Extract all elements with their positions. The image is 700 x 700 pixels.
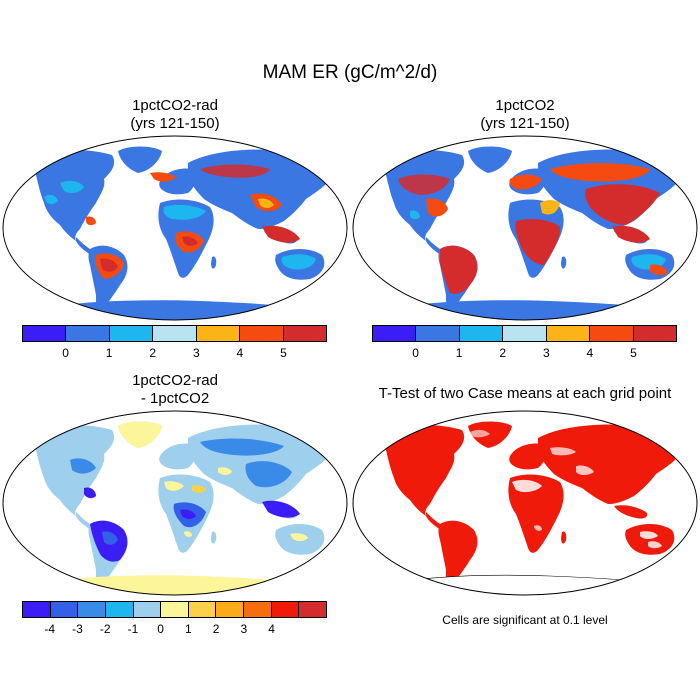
colorbar-abs-full-tick-label: 4	[586, 346, 594, 360]
colorbar-abs-full-swatch	[459, 326, 504, 341]
colorbar-abs-rad-swatch	[109, 326, 154, 341]
colorbar-abs-full-swatch	[373, 326, 417, 341]
panel-title-rad-line2: (yrs 121-150)	[130, 115, 220, 132]
figure-title: MAM ER (gC/m^2/d)	[262, 62, 438, 83]
colorbar-abs-rad-swatch	[23, 326, 67, 341]
panel-title-ttest-line1: T-Test of two Case means at each grid po…	[378, 385, 672, 402]
colorbar-abs-full-tick-label: 5	[630, 346, 637, 360]
map-1pctco2	[352, 135, 698, 321]
colorbar-abs-rad-tick-label: 2	[149, 346, 157, 360]
colorbar-diff-swatch	[299, 602, 327, 617]
colorbar-diff-swatch	[23, 602, 51, 617]
panel-title-rad-line1: 1pctCO2-rad	[132, 97, 218, 114]
colorbar-diff-tick-label: 3	[240, 622, 248, 636]
colorbar-abs-full-swatch	[546, 326, 591, 341]
panel-title-rad: 1pctCO2-rad (yrs 121-150)	[25, 97, 325, 133]
colorbar-diff-tick-label: -3	[72, 622, 83, 636]
panel-title-diff-line2: - 1pctCO2	[140, 390, 210, 407]
panel-title-diff: 1pctCO2-rad - 1pctCO2	[25, 372, 325, 408]
colorbar-diff	[22, 601, 327, 618]
colorbar-abs-full-tick-label: 3	[542, 346, 550, 360]
colorbar-abs-rad-tick-label: 4	[236, 346, 244, 360]
colorbar-abs-rad-swatch	[153, 326, 197, 341]
colorbar-diff-tick-label: -2	[99, 622, 111, 636]
colorbar-abs-full-tick-label: 0	[412, 346, 419, 360]
colorbar-abs-rad	[22, 325, 327, 342]
colorbar-abs-full-swatch	[416, 326, 460, 341]
colorbar-abs-rad-tick-label: 5	[280, 346, 287, 360]
colorbar-diff-swatch	[105, 602, 134, 617]
colorbar-abs-full-tick-label: 2	[499, 346, 507, 360]
colorbar-abs-rad-tick-label: 0	[62, 346, 69, 360]
map-ttest	[352, 410, 698, 596]
colorbar-diff-tick-label: 1	[185, 622, 192, 636]
colorbar-diff-ticks: -4 -3 -2 -1 0 1 2 3 4	[22, 622, 327, 638]
colorbar-diff-tick-label: 4	[268, 622, 275, 636]
colorbar-abs-full-tick-label: 1	[455, 346, 463, 360]
colorbar-diff-swatch	[188, 602, 217, 617]
colorbar-diff-swatch	[50, 602, 79, 617]
colorbar-diff-tick-label: 2	[212, 622, 220, 636]
map-difference	[2, 410, 348, 596]
colorbar-abs-full-swatch	[590, 326, 634, 341]
colorbar-abs-rad-swatch	[283, 326, 326, 341]
colorbar-diff-tick-label: -1	[127, 622, 139, 636]
colorbar-diff-swatch	[216, 602, 245, 617]
colorbar-abs-rad-swatch	[66, 326, 110, 341]
colorbar-abs-rad-tick-label: 1	[105, 346, 113, 360]
colorbar-diff-swatch	[133, 602, 162, 617]
colorbar-abs-rad-ticks: 0 1 2 3 4 5	[22, 346, 327, 362]
significance-note: Cells are significant at 0.1 level	[442, 613, 608, 627]
colorbar-abs-rad-tick-label: 3	[192, 346, 200, 360]
colorbar-diff-swatch	[161, 602, 189, 617]
colorbar-abs-full-swatch	[633, 326, 676, 341]
colorbar-diff-tick-label: 0	[157, 622, 164, 636]
panel-title-full: 1pctCO2 (yrs 121-150)	[375, 97, 675, 133]
colorbar-abs-rad-swatch	[240, 326, 284, 341]
colorbar-abs-full	[372, 325, 677, 342]
colorbar-diff-swatch	[78, 602, 106, 617]
map-1pctco2-rad	[2, 135, 348, 321]
colorbar-diff-swatch	[271, 602, 300, 617]
colorbar-diff-swatch	[244, 602, 272, 617]
colorbar-abs-full-swatch	[503, 326, 547, 341]
panel-title-full-line1: 1pctCO2	[495, 97, 555, 114]
panel-title-ttest: T-Test of two Case means at each grid po…	[355, 385, 695, 403]
panel-title-diff-line1: 1pctCO2-rad	[132, 372, 218, 389]
colorbar-abs-rad-swatch	[196, 326, 241, 341]
colorbar-diff-tick-label: -4	[44, 622, 56, 636]
panel-title-full-line2: (yrs 121-150)	[480, 115, 570, 132]
colorbar-abs-full-ticks: 0 1 2 3 4 5	[372, 346, 677, 362]
